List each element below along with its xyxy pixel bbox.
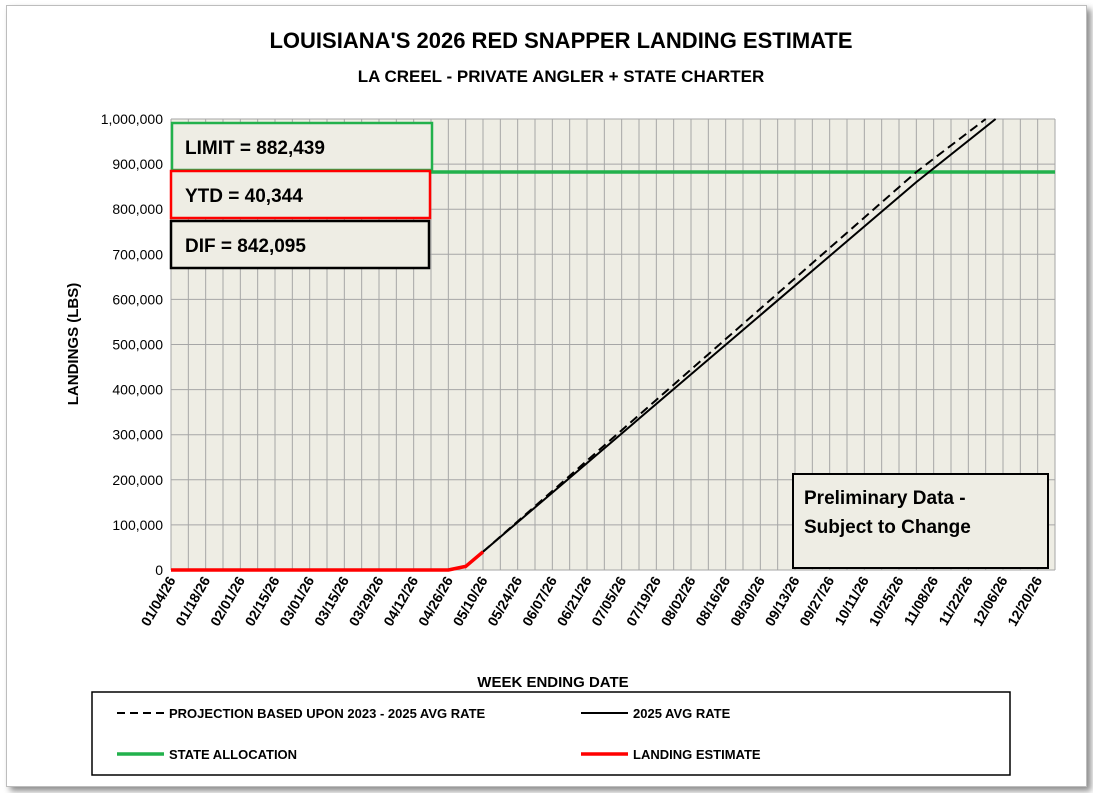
landing-chart: LOUISIANA'S 2026 RED SNAPPER LANDING EST… [65,28,1056,776]
chart-title: LOUISIANA'S 2026 RED SNAPPER LANDING EST… [269,28,852,53]
legend-item-2025-avg: 2025 AVG RATE [581,706,731,721]
preliminary-note-box [792,473,1049,569]
y-axis-ticks: 0 100,000 200,000 300,000 400,000 500,000 600,… [101,111,164,578]
x-axis-ticks: 01/04/2601/18/2602/01/2602/15/2603/01/26… [137,573,1045,628]
y-tick-label: 500,000 [112,337,163,353]
y-tick-label: 800,000 [112,201,163,217]
landing-estimate-line [171,550,485,572]
legend-label-landing-estimate: LANDING ESTIMATE [633,747,761,762]
y-tick-label: 700,000 [112,246,163,262]
y-tick-label: 900,000 [112,156,163,172]
y-tick-label: 300,000 [112,427,163,443]
y-tick-label: 400,000 [112,382,163,398]
preliminary-note-line1: Preliminary Data - [804,488,966,509]
y-tick-label: 100,000 [112,517,163,533]
x-axis-label: WEEK ENDING DATE [477,674,628,691]
y-tick-label: 1,000,000 [101,111,163,127]
y-tick-label: 600,000 [112,291,163,307]
legend [91,691,1011,776]
dif-box [169,219,431,270]
y-tick-label: 200,000 [112,472,163,488]
dif-text: DIF = 842,095 [185,236,306,257]
legend-label-projection: PROJECTION BASED UPON 2023 - 2025 AVG RA… [169,706,486,721]
chart-subtitle: LA CREEL - PRIVATE ANGLER + STATE CHARTE… [358,67,765,86]
chart-frame: LOUISIANA'S 2026 RED SNAPPER LANDING EST… [6,5,1087,787]
legend-item-state-allocation: STATE ALLOCATION [117,747,297,762]
legend-item-landing-estimate: LANDING ESTIMATE [581,747,761,762]
2025-avg-line [482,118,997,553]
legend-label-2025-avg: 2025 AVG RATE [633,706,731,721]
legend-label-state-allocation: STATE ALLOCATION [169,747,297,762]
ytd-text: YTD = 40,344 [185,186,303,207]
ytd-box [169,169,432,220]
y-axis-label: LANDINGS (LBS) [65,283,82,406]
limit-text: LIMIT = 882,439 [185,138,325,159]
y-tick-label: 0 [155,562,163,578]
projection-line [482,118,987,553]
limit-box [170,121,434,172]
legend-item-projection: PROJECTION BASED UPON 2023 - 2025 AVG RA… [117,706,486,721]
preliminary-note-line2: Subject to Change [804,517,971,538]
